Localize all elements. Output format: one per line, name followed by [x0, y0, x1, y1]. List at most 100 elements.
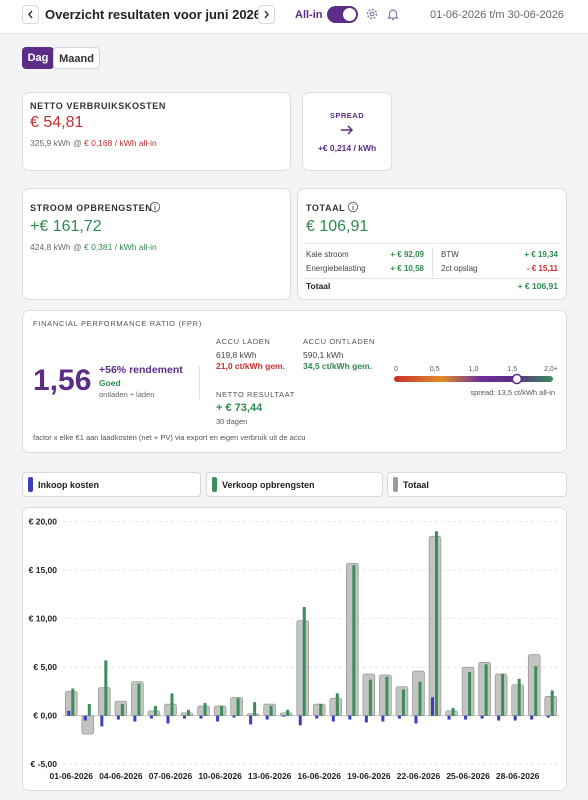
verkoop-bar [418, 681, 422, 716]
verkoop-bar [335, 693, 339, 716]
info-icon[interactable] [149, 201, 161, 213]
y-tick-label: € 15,00 [29, 565, 58, 575]
settings-icon[interactable] [365, 7, 379, 21]
inkoop-bar [464, 715, 468, 720]
scale-bar [394, 376, 553, 382]
fpr-footer: factor x elke €1 aan laadkosten (net + P… [33, 433, 306, 442]
total-bar [461, 666, 475, 716]
total-bar [65, 691, 78, 716]
inkoop-bar [166, 715, 170, 724]
inkoop-bar [414, 715, 418, 724]
inkoop-bar [83, 715, 87, 721]
card-label: NETTO VERBRUIKSKOSTEN [30, 101, 166, 111]
verkoop-bar [286, 709, 290, 716]
x-tick-label: 13-06-2026 [248, 771, 292, 781]
ontladen-kwh: 590,1 kWh [303, 350, 344, 360]
prev-button[interactable] [22, 5, 39, 24]
scale-tick-label: 1,5 [507, 366, 517, 373]
scale-tick-label: 2,0+ [544, 366, 558, 373]
x-tick-label: 10-06-2026 [198, 771, 242, 781]
x-tick-label: 25-06-2026 [446, 771, 490, 781]
total-bar [544, 695, 557, 716]
verkoop-bar [87, 704, 91, 716]
verkoop-bar [468, 672, 472, 716]
verkoop-bar [435, 531, 438, 716]
inkoop-bar [447, 715, 451, 720]
inkoop-bar [431, 697, 434, 716]
legend-swatch [393, 477, 398, 492]
x-tick-label: 16-06-2026 [298, 771, 342, 781]
inkoop-bar [133, 715, 137, 722]
card-amount: € 106,91 [306, 218, 369, 235]
verkoop-bar [368, 679, 372, 716]
legend-item[interactable]: Verkoop opbrengsten [206, 472, 383, 497]
legend-item[interactable]: Totaal [387, 472, 567, 497]
verkoop-bar [137, 683, 141, 716]
verkoop-bar [319, 704, 323, 716]
fpr-formula: ontladen ÷ laden [99, 390, 155, 399]
inkoop-bar [513, 715, 517, 721]
inkoop-bar [497, 715, 501, 721]
inkoop-bar [546, 715, 550, 718]
inkoop-bar [348, 715, 352, 720]
netto-value: + € 73,44 [216, 402, 263, 414]
tab-maand[interactable]: Maand [53, 47, 100, 69]
info-icon[interactable] [347, 201, 359, 213]
row-value: + € 10,58 [390, 264, 424, 273]
notification-icon[interactable] [386, 7, 400, 21]
inkoop-bar [397, 715, 401, 719]
inkoop-bar [232, 715, 236, 718]
inkoop-bar [282, 715, 286, 717]
x-tick-label: 19-06-2026 [347, 771, 391, 781]
total-bar [98, 687, 111, 716]
total-bar [527, 654, 541, 716]
x-tick-label: 04-06-2026 [99, 771, 143, 781]
laden-kwh: 619,8 kWh [216, 350, 257, 360]
laden-price: 21,0 ct/kWh gem. [216, 361, 285, 371]
verkoop-bar [253, 702, 257, 716]
date-range: 01-06-2026 t/m 30-06-2026 [430, 9, 564, 21]
inkoop-bar [265, 715, 269, 720]
divider [432, 247, 433, 277]
inkoop-bar [100, 715, 104, 727]
laden-label: ACCU LADEN [216, 337, 271, 346]
x-tick-label: 28-06-2026 [496, 771, 540, 781]
verkoop-bar [104, 660, 108, 716]
detail-price: € 0,168 / kWh all-in [84, 138, 157, 148]
verkoop-bar [534, 666, 538, 716]
card-amount: +€ 161,72 [30, 218, 102, 235]
opbrengsten-card [22, 188, 291, 300]
verkoop-bar [220, 705, 224, 716]
total-bar [511, 684, 524, 716]
inkoop-bar [199, 715, 203, 719]
ontladen-price: 34,5 ct/kWh gem. [303, 361, 372, 371]
row-label: Kale stroom [306, 250, 349, 259]
inkoop-bar [298, 715, 302, 726]
verkoop-bar [517, 678, 521, 716]
tab-dag[interactable]: Dag [22, 47, 54, 69]
total-value: + € 106,91 [517, 281, 558, 291]
next-button[interactable] [258, 5, 275, 24]
ontladen-label: ACCU ONTLADEN [303, 337, 375, 346]
inkoop-bar [381, 715, 385, 722]
legend-item[interactable]: Inkoop kosten [22, 472, 201, 497]
allin-toggle[interactable] [327, 6, 358, 23]
spread-label: SPREAD [329, 111, 365, 120]
scale-marker [511, 373, 523, 385]
fpr-ratio: 1,56 [33, 364, 92, 397]
y-tick-label: € 10,00 [29, 614, 58, 624]
inkoop-bar [183, 715, 186, 719]
total-bar [263, 703, 276, 716]
allin-label: All-in [295, 9, 323, 21]
total-bar [81, 715, 95, 735]
verkoop-bar [352, 565, 356, 716]
verkoop-bar [401, 689, 405, 716]
verkoop-bar [269, 705, 273, 716]
inkoop-bar [249, 715, 253, 725]
verkoop-bar [153, 705, 157, 716]
verkoop-bar [170, 693, 174, 716]
fpr-rendement: +56% rendement [99, 364, 183, 376]
scale-note: spread: 13,5 ct/kWh all-in [470, 388, 555, 397]
chart-card [22, 507, 567, 791]
